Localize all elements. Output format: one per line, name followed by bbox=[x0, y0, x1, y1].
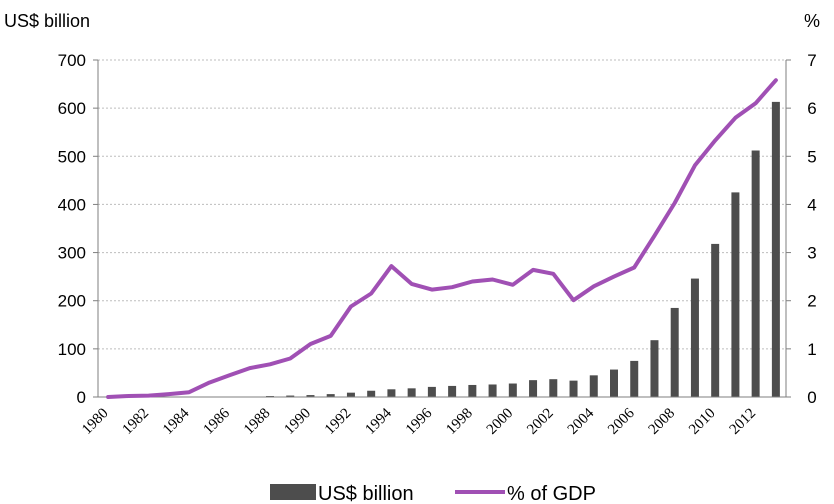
left-tick-label: 300 bbox=[58, 244, 86, 263]
bar-1992 bbox=[346, 392, 355, 397]
x-tick-label: 2008 bbox=[646, 405, 679, 438]
x-tick-label: 1998 bbox=[443, 405, 476, 438]
bar-1989 bbox=[286, 395, 295, 397]
x-tick-label: 2012 bbox=[727, 405, 760, 438]
x-tick-label: 2004 bbox=[565, 405, 598, 438]
bar-1991 bbox=[326, 394, 335, 397]
axes bbox=[93, 59, 791, 398]
x-tick-label: 1986 bbox=[200, 405, 233, 438]
x-tick-label: 1992 bbox=[322, 405, 355, 438]
right-tick-label: 5 bbox=[807, 147, 816, 166]
legend-label-line: % of GDP bbox=[507, 483, 596, 504]
right-tick-label: 6 bbox=[807, 99, 816, 118]
left-tick-label: 200 bbox=[58, 292, 86, 311]
x-tick-label: 1996 bbox=[403, 405, 436, 438]
right-tick-label: 2 bbox=[807, 292, 816, 311]
right-tick-label: 4 bbox=[807, 195, 816, 214]
bar-2004 bbox=[589, 375, 598, 397]
bar-2002 bbox=[549, 379, 558, 397]
right-tick-label: 7 bbox=[807, 51, 816, 70]
bar-1995 bbox=[407, 388, 416, 397]
x-tick-label: 2006 bbox=[605, 405, 638, 438]
bar-2011 bbox=[731, 192, 740, 397]
pct-gdp-line bbox=[106, 78, 778, 399]
bar-series bbox=[225, 101, 780, 398]
gridlines bbox=[98, 59, 786, 350]
left-tick-labels: 0 100 200 300 400 500 600 700 bbox=[58, 51, 86, 407]
left-tick-label: 100 bbox=[58, 340, 86, 359]
x-tick-label: 2010 bbox=[686, 405, 719, 438]
right-tick-labels: 0 1 2 3 4 5 6 7 bbox=[807, 51, 816, 407]
bar-1996 bbox=[427, 386, 436, 397]
right-tick-label: 0 bbox=[807, 388, 816, 407]
x-tick-label: 1990 bbox=[281, 405, 314, 438]
x-tick-label: 1988 bbox=[241, 405, 274, 438]
legend: US$ billion % of GDP bbox=[270, 483, 596, 504]
bar-2009 bbox=[690, 278, 699, 397]
bar-2006 bbox=[630, 360, 639, 397]
left-tick-label: 400 bbox=[58, 195, 86, 214]
bar-2007 bbox=[650, 340, 659, 397]
bar-1998 bbox=[468, 384, 477, 397]
bar-2010 bbox=[711, 243, 720, 397]
bar-2003 bbox=[569, 380, 578, 397]
line-series bbox=[106, 78, 778, 399]
x-tick-label: 1994 bbox=[362, 405, 395, 438]
bar-2012 bbox=[751, 150, 760, 397]
left-tick-label: 600 bbox=[58, 99, 86, 118]
bar-1999 bbox=[488, 384, 497, 397]
left-tick-label: 700 bbox=[58, 51, 86, 70]
left-tick-label: 0 bbox=[77, 388, 86, 407]
bar-2001 bbox=[529, 380, 538, 397]
bar-1993 bbox=[367, 390, 376, 397]
x-tick-label: 2002 bbox=[524, 405, 557, 438]
left-tick-label: 500 bbox=[58, 147, 86, 166]
bar-1990 bbox=[306, 395, 315, 397]
bar-1994 bbox=[387, 389, 396, 397]
legend-swatch-bar bbox=[270, 484, 316, 500]
right-tick-label: 1 bbox=[807, 340, 816, 359]
x-tick-labels: 1980 1982 1984 1986 1988 1990 1992 1994 1996 1998… bbox=[79, 405, 759, 438]
bar-2000 bbox=[508, 383, 517, 397]
legend-label-bar: US$ billion bbox=[318, 483, 414, 504]
x-tick-label: 1984 bbox=[160, 405, 193, 438]
right-axis-label: % bbox=[804, 11, 820, 31]
bar-2013 bbox=[771, 101, 780, 398]
bar-1997 bbox=[448, 385, 457, 397]
left-axis-label: US$ billion bbox=[4, 11, 90, 31]
x-tick-label: 1982 bbox=[120, 405, 153, 438]
x-tick-label: 2000 bbox=[484, 405, 517, 438]
bar-2008 bbox=[670, 307, 679, 397]
x-tick-label: 1980 bbox=[79, 405, 112, 438]
bar-2005 bbox=[610, 369, 618, 397]
right-tick-label: 3 bbox=[807, 244, 816, 263]
